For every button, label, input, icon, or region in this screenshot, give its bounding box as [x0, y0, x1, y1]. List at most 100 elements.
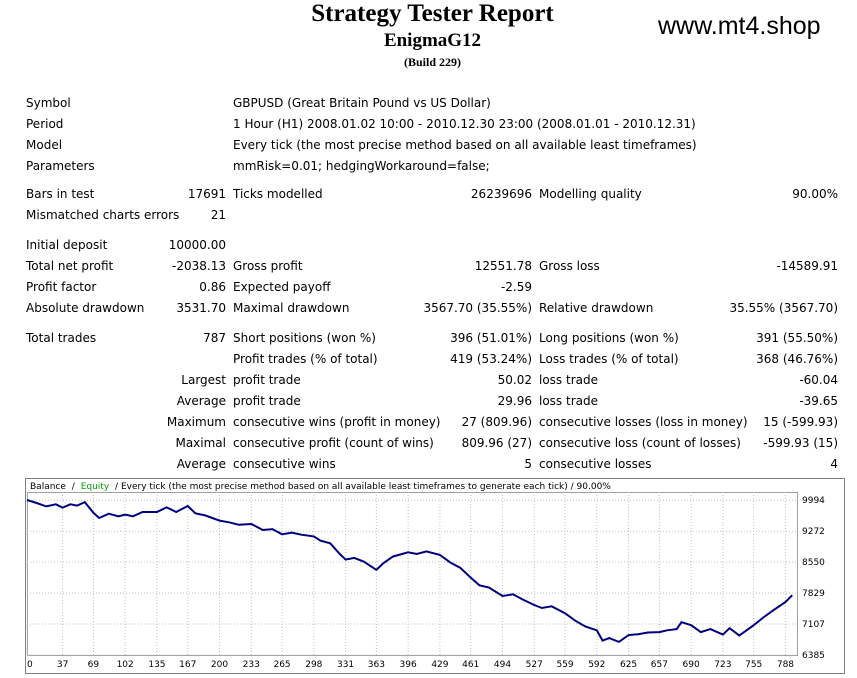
largest-profit-value: 50.02: [497, 373, 532, 387]
net-profit-value: -2038.13: [172, 259, 226, 273]
relative-drawdown-value: 35.55% (3567.70): [729, 301, 838, 315]
x-tick-label: 102: [117, 660, 134, 670]
average-loss-label: loss trade: [539, 394, 598, 408]
x-tick-label: 331: [337, 660, 354, 670]
absolute-drawdown-value: 3531.70: [176, 301, 226, 315]
parameters-value: mmRisk=0.01; hedgingWorkaround=false;: [233, 159, 490, 173]
balance-chart: 9994 9272 8550 7829 7107 6385 0 37 69 102 135 167 2…: [25, 478, 845, 674]
gross-loss-value: -14589.91: [776, 259, 838, 273]
x-tick-label: 363: [368, 660, 385, 670]
profit-factor-value: 0.86: [199, 280, 226, 294]
gross-loss-label: Gross loss: [539, 259, 600, 273]
chart-frame: [25, 478, 845, 674]
avg-consecutive-wins-label: consecutive wins: [233, 457, 336, 471]
largest-loss-label: loss trade: [539, 373, 598, 387]
y-tick-label: 6385: [802, 651, 825, 661]
long-positions-label: Long positions (won %): [539, 331, 679, 345]
maximal-consecutive-profit-label: consecutive profit (count of wins): [233, 436, 434, 450]
maximal-drawdown-value: 3567.70 (35.55%): [423, 301, 532, 315]
profit-trades-value: 419 (53.24%): [450, 352, 532, 366]
parameters-label: Parameters: [26, 159, 95, 173]
short-positions-label: Short positions (won %): [233, 331, 376, 345]
net-profit-label: Total net profit: [26, 259, 114, 273]
expected-payoff-label: Expected payoff: [233, 280, 331, 294]
gross-profit-label: Gross profit: [233, 259, 303, 273]
legend-equity: Equity: [81, 482, 110, 492]
balance-chart-svg: 9994 9272 8550 7829 7107 6385 0 37 69 102 135 167 2…: [25, 478, 845, 674]
legend-separator: /: [72, 482, 76, 492]
max-consecutive-losses-label: consecutive losses (loss in money): [539, 415, 748, 429]
x-tick-label: 0: [27, 660, 33, 670]
x-tick-label: 233: [243, 660, 260, 670]
short-positions-value: 396 (51.01%): [450, 331, 532, 345]
quality-label: Modelling quality: [539, 187, 642, 201]
mismatch-label: Mismatched charts errors: [26, 208, 180, 222]
period-label: Period: [26, 117, 64, 131]
model-label: Model: [26, 138, 63, 152]
x-tick-label: 69: [88, 660, 100, 670]
grid-lines: [26, 492, 797, 656]
y-tick-label: 9272: [802, 527, 825, 537]
average-profit-label: profit trade: [233, 394, 301, 408]
y-tick-label: 7107: [802, 620, 825, 630]
maximal-consecutive-loss-label: consecutive loss (count of losses): [539, 436, 741, 450]
profit-trades-label: Profit trades (% of total): [233, 352, 378, 366]
gross-profit-value: 12551.78: [474, 259, 532, 273]
expected-payoff-value: -2.59: [500, 280, 532, 294]
symbol-value: GBPUSD (Great Britain Pound vs US Dollar…: [233, 96, 491, 110]
x-tick-label: 494: [494, 660, 511, 670]
x-tick-label: 167: [179, 660, 196, 670]
x-tick-label: 625: [620, 660, 637, 670]
build-number: (Build 229): [403, 55, 461, 69]
deposit-label: Initial deposit: [26, 238, 108, 252]
bars-label: Bars in test: [26, 187, 95, 201]
legend-balance: Balance: [30, 482, 66, 492]
quality-value: 90.00%: [792, 187, 838, 201]
maximal-drawdown-label: Maximal drawdown: [233, 301, 350, 315]
y-tick-label: 8550: [802, 558, 825, 568]
ticks-label: Ticks modelled: [233, 187, 323, 201]
x-tick-label: 200: [211, 660, 228, 670]
x-tick-label: 135: [148, 660, 165, 670]
x-tick-label: 429: [431, 660, 448, 670]
ticks-value: 26239696: [470, 187, 532, 201]
max-consecutive-losses-value: 15 (-599.93): [763, 415, 838, 429]
y-axis-labels: 9994 9272 8550 7829 7107 6385: [802, 496, 825, 661]
chart-legend: Balance / Equity / Every tick (the most …: [30, 482, 611, 492]
maximal-consecutive-profit-value: 809.96 (27): [461, 436, 532, 450]
x-tick-label: 298: [305, 660, 322, 670]
maximal-consecutive-loss-value: -599.93 (15): [763, 436, 838, 450]
maximal-label: Maximal: [175, 436, 226, 450]
average-loss-value: -39.65: [799, 394, 838, 408]
x-tick-label: 592: [588, 660, 605, 670]
average-profit-value: 29.96: [497, 394, 532, 408]
largest-profit-label: profit trade: [233, 373, 301, 387]
x-tick-label: 723: [714, 660, 731, 670]
y-tick-label: 7829: [802, 589, 825, 599]
x-tick-label: 396: [400, 660, 417, 670]
symbol-label: Symbol: [26, 96, 71, 110]
total-trades-value: 787: [203, 331, 226, 345]
profit-factor-label: Profit factor: [26, 280, 97, 294]
long-positions-value: 391 (55.50%): [756, 331, 838, 345]
loss-trades-value: 368 (46.76%): [756, 352, 838, 366]
x-tick-label: 461: [462, 660, 479, 670]
avg-consecutive-losses-label: consecutive losses: [539, 457, 652, 471]
maximum-label: Maximum: [166, 415, 226, 429]
expert-name: EnigmaG12: [383, 30, 482, 51]
deposit-value: 10000.00: [168, 238, 226, 252]
x-tick-label: 788: [777, 660, 794, 670]
x-tick-label: 657: [651, 660, 668, 670]
mismatch-value: 21: [210, 208, 226, 222]
largest-loss-value: -60.04: [799, 373, 838, 387]
balance-line: [26, 499, 793, 644]
x-tick-label: 37: [57, 660, 68, 670]
average-consecutive-label: Average: [176, 457, 226, 471]
average-label: Average: [176, 394, 226, 408]
legend-description: / Every tick (the most precise method ba…: [115, 482, 611, 492]
avg-consecutive-losses-value: 4: [830, 457, 838, 471]
model-value: Every tick (the most precise method base…: [233, 138, 697, 152]
loss-trades-label: Loss trades (% of total): [539, 352, 679, 366]
report-title: Strategy Tester Report: [311, 0, 554, 27]
max-consecutive-wins-label: consecutive wins (profit in money): [233, 415, 441, 429]
